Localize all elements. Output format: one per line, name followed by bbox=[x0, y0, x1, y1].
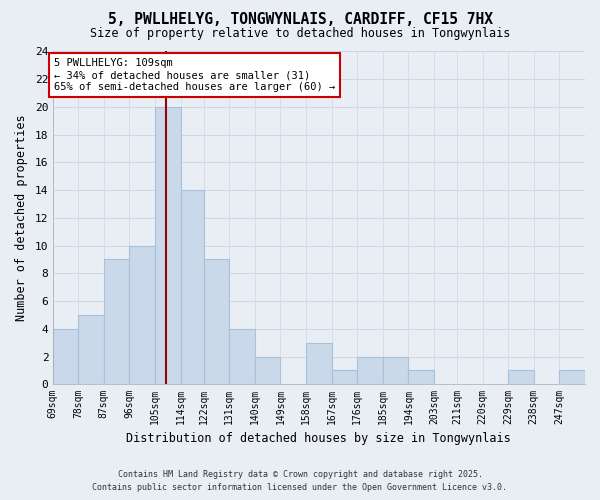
Bar bbox=[409, 370, 434, 384]
Text: Size of property relative to detached houses in Tongwynlais: Size of property relative to detached ho… bbox=[90, 28, 510, 40]
Bar bbox=[229, 329, 255, 384]
Text: Contains HM Land Registry data © Crown copyright and database right 2025.
Contai: Contains HM Land Registry data © Crown c… bbox=[92, 470, 508, 492]
Bar bbox=[332, 370, 357, 384]
X-axis label: Distribution of detached houses by size in Tongwynlais: Distribution of detached houses by size … bbox=[127, 432, 511, 445]
Bar bbox=[255, 356, 280, 384]
Bar bbox=[104, 260, 130, 384]
Bar bbox=[508, 370, 534, 384]
Text: 5 PWLLHELYG: 109sqm
← 34% of detached houses are smaller (31)
65% of semi-detach: 5 PWLLHELYG: 109sqm ← 34% of detached ho… bbox=[54, 58, 335, 92]
Bar bbox=[78, 315, 104, 384]
Bar bbox=[53, 329, 78, 384]
Bar bbox=[203, 260, 229, 384]
Bar bbox=[357, 356, 383, 384]
Bar bbox=[306, 342, 332, 384]
Text: 5, PWLLHELYG, TONGWYNLAIS, CARDIFF, CF15 7HX: 5, PWLLHELYG, TONGWYNLAIS, CARDIFF, CF15… bbox=[107, 12, 493, 28]
Bar bbox=[130, 246, 155, 384]
Bar bbox=[383, 356, 409, 384]
Bar bbox=[181, 190, 203, 384]
Y-axis label: Number of detached properties: Number of detached properties bbox=[15, 114, 28, 321]
Bar bbox=[559, 370, 585, 384]
Bar bbox=[155, 107, 181, 384]
